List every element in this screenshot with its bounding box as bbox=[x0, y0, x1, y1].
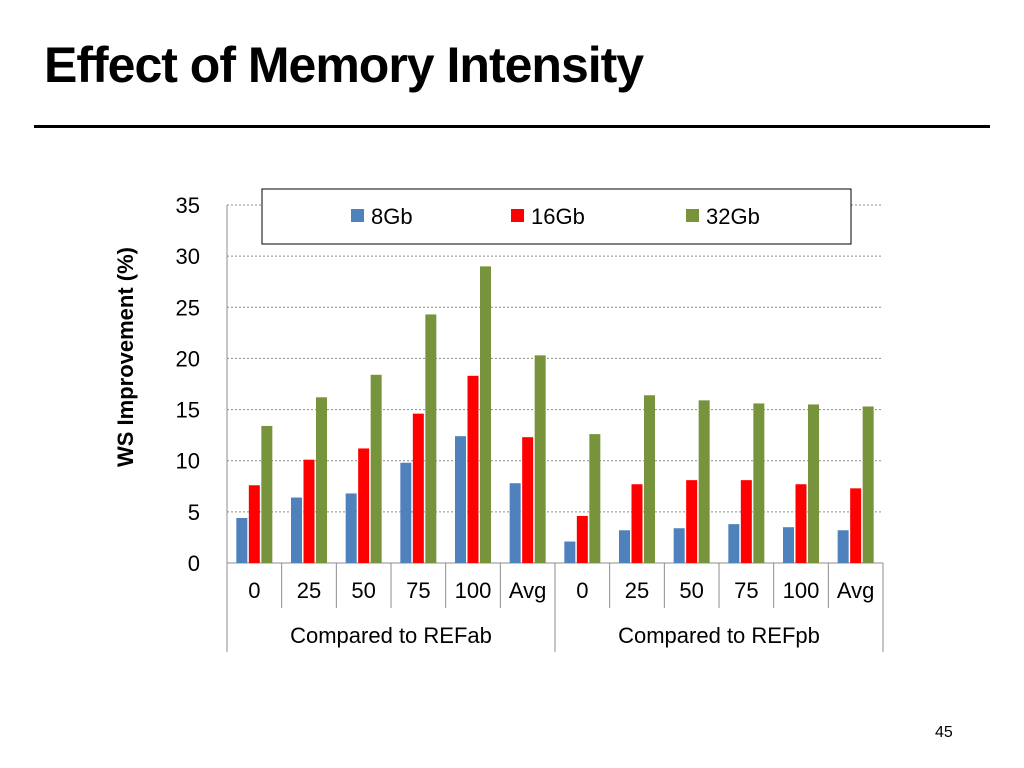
bar-16gb bbox=[686, 480, 698, 563]
y-tick-label: 0 bbox=[188, 551, 200, 576]
y-tick-label: 30 bbox=[176, 244, 200, 269]
x-tick-label: 0 bbox=[576, 578, 588, 603]
bar-32gb bbox=[370, 374, 382, 563]
bar-8gb bbox=[345, 493, 357, 563]
x-tick-label: 50 bbox=[351, 578, 375, 603]
bar-16gb bbox=[795, 484, 807, 563]
bar-16gb bbox=[522, 437, 534, 563]
legend-label: 32Gb bbox=[706, 204, 760, 229]
bar-16gb bbox=[467, 375, 479, 563]
x-tick-label: 0 bbox=[248, 578, 260, 603]
slide-number: 45 bbox=[935, 724, 953, 741]
x-group-label: Compared to REFab bbox=[290, 623, 492, 648]
bar-32gb bbox=[698, 400, 710, 563]
x-tick-label: 25 bbox=[297, 578, 321, 603]
bar-8gb bbox=[837, 530, 849, 563]
bar-8gb bbox=[236, 517, 248, 563]
slide-title: Effect of Memory Intensity bbox=[44, 37, 644, 93]
bar-16gb bbox=[358, 448, 370, 563]
y-tick-label: 35 bbox=[176, 193, 200, 218]
y-tick-label: 25 bbox=[176, 295, 200, 320]
bar-16gb bbox=[412, 413, 424, 563]
x-tick-label: 50 bbox=[679, 578, 703, 603]
bar-32gb bbox=[808, 404, 819, 563]
bar-8gb bbox=[455, 436, 466, 563]
bar-8gb bbox=[673, 528, 685, 563]
y-tick-label: 10 bbox=[176, 449, 200, 474]
legend-swatch bbox=[511, 209, 524, 222]
bar-8gb bbox=[400, 462, 412, 563]
bar-8gb bbox=[291, 497, 302, 563]
bar-16gb bbox=[303, 459, 315, 563]
y-axis-title: WS Improvement (%) bbox=[113, 247, 138, 467]
legend-swatch bbox=[351, 209, 364, 222]
bar-16gb bbox=[248, 485, 260, 563]
bar-32gb bbox=[644, 395, 655, 563]
bar-16gb bbox=[740, 480, 752, 563]
bar-32gb bbox=[261, 425, 273, 563]
bar-32gb bbox=[862, 406, 874, 563]
bar-16gb bbox=[850, 488, 862, 563]
bar-32gb bbox=[589, 434, 601, 563]
x-tick-label: 75 bbox=[734, 578, 758, 603]
bar-32gb bbox=[425, 314, 437, 563]
bar-8gb bbox=[564, 541, 576, 563]
bar-16gb bbox=[576, 515, 588, 563]
x-tick-label: Avg bbox=[509, 578, 547, 603]
bar-32gb bbox=[534, 355, 546, 563]
x-tick-label: 25 bbox=[625, 578, 649, 603]
x-tick-label: 100 bbox=[455, 578, 492, 603]
legend-label: 8Gb bbox=[371, 204, 413, 229]
x-group-label: Compared to REFpb bbox=[618, 623, 820, 648]
bar-32gb bbox=[316, 397, 327, 563]
bar-8gb bbox=[509, 483, 521, 563]
bar-32gb bbox=[480, 266, 491, 563]
y-tick-label: 5 bbox=[188, 500, 200, 525]
bar-16gb bbox=[631, 484, 643, 563]
x-tick-label: Avg bbox=[837, 578, 875, 603]
x-tick-label: 75 bbox=[406, 578, 430, 603]
legend-label: 16Gb bbox=[531, 204, 585, 229]
y-tick-label: 20 bbox=[176, 346, 200, 371]
title-divider bbox=[34, 125, 990, 128]
bar-32gb bbox=[753, 403, 765, 563]
x-tick-label: 100 bbox=[783, 578, 820, 603]
legend-swatch bbox=[686, 209, 699, 222]
bar-8gb bbox=[783, 527, 794, 563]
bar-8gb bbox=[619, 530, 630, 563]
bar-8gb bbox=[728, 524, 740, 563]
y-tick-label: 15 bbox=[176, 398, 200, 423]
